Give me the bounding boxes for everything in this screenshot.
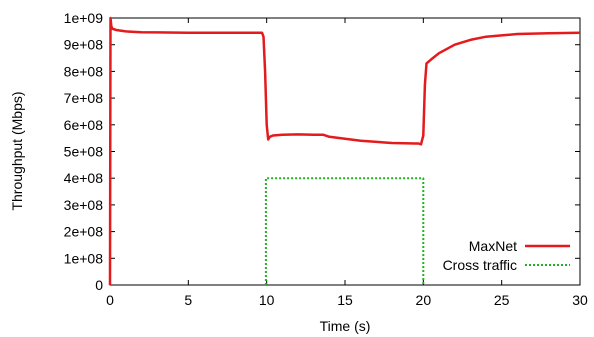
x-tick-label: 10 — [259, 292, 275, 308]
y-tick-label: 7e+08 — [64, 90, 104, 106]
x-tick-label: 30 — [572, 292, 588, 308]
y-tick-label: 2e+08 — [64, 224, 104, 240]
y-tick-label: 3e+08 — [64, 197, 104, 213]
legend-label-1: MaxNet — [469, 238, 517, 254]
x-tick-label: 20 — [416, 292, 432, 308]
y-tick-label: 5e+08 — [64, 144, 104, 160]
x-axis-label: Time (s) — [320, 318, 371, 334]
series-line-1 — [108, 16, 581, 286]
y-tick-label: 0 — [95, 277, 103, 293]
y-tick-label: 4e+08 — [64, 170, 104, 186]
x-tick-label: 25 — [494, 292, 510, 308]
legend-label-2: Cross traffic — [443, 257, 517, 273]
y-axis-label: Throughput (Mbps) — [9, 91, 25, 210]
x-tick-label: 5 — [184, 292, 192, 308]
y-tick-label: 9e+08 — [64, 37, 104, 53]
y-tick-label: 6e+08 — [64, 117, 104, 133]
y-tick-label: 1e+08 — [64, 250, 104, 266]
x-tick-label: 0 — [106, 292, 114, 308]
series-line-2 — [264, 177, 425, 285]
y-tick-label: 1e+09 — [64, 10, 104, 26]
y-tick-label: 8e+08 — [64, 63, 104, 79]
x-tick-label: 15 — [337, 292, 353, 308]
